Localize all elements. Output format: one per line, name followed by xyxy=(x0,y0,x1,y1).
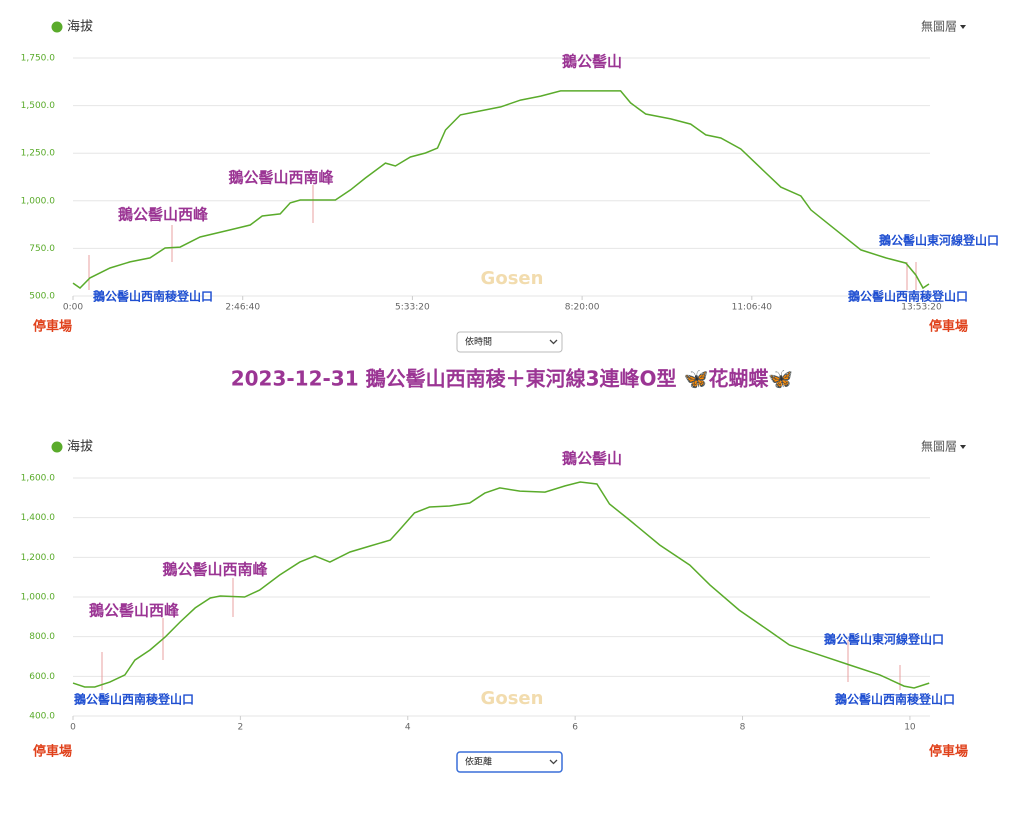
end-label: 停車場 xyxy=(929,744,968,760)
start-label: 停車場 xyxy=(33,744,72,760)
y-tick-label: 1,250.0 xyxy=(21,149,56,159)
legend-label: 海拔 xyxy=(67,440,93,455)
y-tick-label: 1,400.0 xyxy=(21,513,56,523)
x-tick-label: 8 xyxy=(740,723,746,733)
annotation: 鵝公髻山西南峰 xyxy=(162,561,268,579)
annotation: 鵝公髻山西南峰 xyxy=(228,169,334,187)
annotation: 鵝公髻山西峰 xyxy=(118,206,209,224)
page-title: 2023-12-31 鵝公髻山西南稜＋東河線3連峰O型 🦋花蝴蝶🦋 xyxy=(231,367,794,391)
x-mode-select[interactable] xyxy=(456,751,563,773)
y-tick-label: 400.0 xyxy=(29,712,55,722)
elevation-line xyxy=(72,481,930,689)
y-tick-label: 600.0 xyxy=(29,672,55,682)
legend-swatch xyxy=(51,21,63,33)
annotation: 鵝公髻山西峰 xyxy=(89,602,180,620)
y-tick-label: 1,600.0 xyxy=(21,474,56,484)
x-tick-label: 4 xyxy=(405,723,411,733)
annotation: 鵝公髻山 xyxy=(562,53,622,71)
select-chevron xyxy=(549,759,558,765)
x-tick-label: 0 xyxy=(70,723,76,733)
y-tick-label: 750.0 xyxy=(29,244,55,254)
x-mode-select[interactable] xyxy=(456,331,563,353)
watermark: Gosen xyxy=(481,688,544,709)
y-tick-label: 1,000.0 xyxy=(21,196,56,206)
y-tick-label: 1,000.0 xyxy=(21,593,56,603)
x-tick-label: 6 xyxy=(572,723,578,733)
annotation: 鵝公髻山西南稜登山口 xyxy=(848,289,968,304)
start-label: 停車場 xyxy=(33,319,72,335)
annotation: 鵝公髻山西南稜登山口 xyxy=(835,692,955,707)
x-mode-select-label[interactable]: 依距離 xyxy=(465,756,492,768)
watermark: Gosen xyxy=(481,268,544,289)
y-tick-label: 500.0 xyxy=(29,292,55,302)
end-label: 停車場 xyxy=(929,319,968,335)
x-tick-label: 2 xyxy=(238,723,244,733)
layer-menu-caret xyxy=(960,445,966,449)
y-tick-label: 1,500.0 xyxy=(21,101,56,111)
annotation: 鵝公髻山 xyxy=(562,450,622,468)
annotation: 鵝公髻山西南稜登山口 xyxy=(74,692,194,707)
layer-menu[interactable]: 無圖層 xyxy=(921,19,957,34)
x-tick-label: 10 xyxy=(904,723,916,733)
x-tick-label: 11:06:40 xyxy=(732,303,773,313)
x-mode-select-label[interactable]: 依時間 xyxy=(465,336,492,348)
layer-menu[interactable]: 無圖層 xyxy=(921,439,957,454)
y-tick-label: 1,750.0 xyxy=(21,54,56,64)
x-tick-label: 8:20:00 xyxy=(565,303,600,313)
x-tick-label: 5:33:20 xyxy=(395,303,430,313)
legend-swatch xyxy=(51,441,63,453)
x-tick-label: 13:53:20 xyxy=(901,303,942,313)
select-chevron xyxy=(549,339,558,345)
layer-menu-caret xyxy=(960,25,966,29)
x-tick-label: 2:46:40 xyxy=(225,303,260,313)
legend-label: 海拔 xyxy=(67,20,93,35)
annotation: 鵝公髻山西南稜登山口 xyxy=(93,289,213,304)
annotation: 鵝公髻山東河線登山口 xyxy=(824,632,944,647)
x-tick-label: 0:00 xyxy=(63,303,83,313)
elevation-line xyxy=(72,90,930,290)
y-tick-label: 1,200.0 xyxy=(21,553,56,563)
y-tick-label: 800.0 xyxy=(29,632,55,642)
annotation: 鵝公髻山東河線登山口 xyxy=(879,233,999,248)
